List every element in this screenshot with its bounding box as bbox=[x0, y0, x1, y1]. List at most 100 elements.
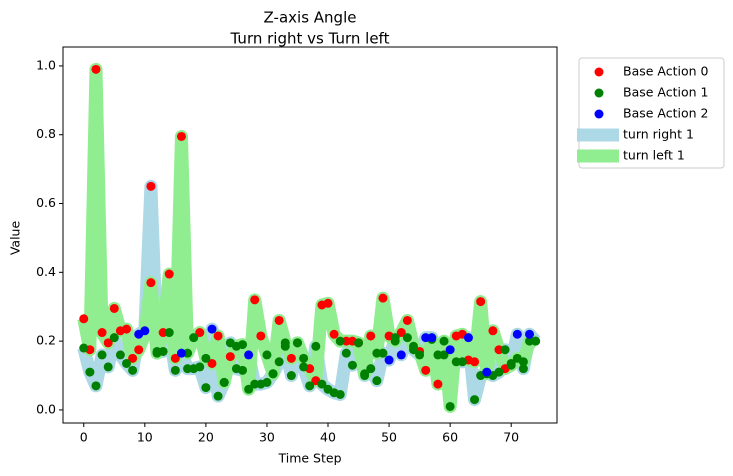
point bbox=[409, 345, 419, 355]
point bbox=[201, 383, 211, 393]
point bbox=[256, 331, 266, 341]
point bbox=[213, 331, 223, 341]
point bbox=[250, 295, 260, 305]
point bbox=[500, 345, 510, 355]
point bbox=[91, 64, 101, 74]
point bbox=[396, 350, 406, 360]
point bbox=[286, 353, 296, 363]
point bbox=[360, 371, 370, 381]
point bbox=[525, 329, 535, 339]
point bbox=[115, 350, 125, 360]
x-tick-label: 10 bbox=[137, 430, 153, 445]
point bbox=[146, 278, 156, 288]
point bbox=[531, 336, 541, 346]
y-tick-label: 0.4 bbox=[36, 264, 56, 279]
legend-marker bbox=[594, 88, 604, 98]
point bbox=[97, 328, 107, 338]
x-tick-label: 70 bbox=[503, 430, 519, 445]
y-tick-label: 0.0 bbox=[36, 401, 56, 416]
y-axis-label: Value bbox=[8, 221, 23, 256]
point bbox=[128, 365, 138, 375]
chart-subtitle: Turn right vs Turn left bbox=[230, 30, 390, 48]
point bbox=[366, 331, 376, 341]
point bbox=[238, 340, 248, 350]
x-tick-label: 40 bbox=[320, 430, 336, 445]
point bbox=[274, 315, 284, 325]
point bbox=[79, 343, 89, 353]
point bbox=[292, 338, 302, 348]
point bbox=[207, 324, 217, 334]
point bbox=[384, 355, 394, 365]
chart-title: Z-axis Angle bbox=[264, 9, 357, 27]
point bbox=[122, 358, 132, 368]
point bbox=[378, 293, 388, 303]
point bbox=[512, 329, 522, 339]
point bbox=[372, 376, 382, 386]
point bbox=[274, 357, 284, 367]
point bbox=[244, 350, 254, 360]
point bbox=[439, 336, 449, 346]
point bbox=[482, 367, 492, 377]
point bbox=[225, 338, 235, 348]
y-tick-label: 0.6 bbox=[36, 195, 56, 210]
point bbox=[433, 379, 443, 389]
point bbox=[164, 269, 174, 279]
point bbox=[457, 357, 467, 367]
point bbox=[85, 367, 95, 377]
point bbox=[225, 352, 235, 362]
point bbox=[470, 395, 480, 405]
point bbox=[299, 362, 309, 372]
point bbox=[103, 362, 113, 372]
point bbox=[280, 341, 290, 351]
point bbox=[463, 333, 473, 343]
legend-label: Base Action 0 bbox=[623, 64, 709, 79]
point bbox=[122, 324, 132, 334]
point bbox=[311, 341, 321, 351]
point bbox=[195, 362, 205, 372]
y-tick-label: 0.2 bbox=[36, 333, 56, 348]
point bbox=[415, 350, 425, 360]
point bbox=[341, 348, 351, 358]
point bbox=[470, 357, 480, 367]
point bbox=[164, 328, 174, 338]
point bbox=[286, 371, 296, 381]
point bbox=[134, 345, 144, 355]
legend-label: turn right 1 bbox=[623, 127, 694, 142]
point bbox=[128, 353, 138, 363]
point bbox=[170, 353, 180, 363]
legend-marker bbox=[594, 67, 604, 77]
legend-label: Base Action 2 bbox=[623, 106, 709, 121]
x-axis-label: Time Step bbox=[277, 451, 341, 466]
y-tick-label: 1.0 bbox=[36, 57, 56, 72]
point bbox=[109, 333, 119, 343]
point bbox=[79, 314, 89, 324]
point bbox=[445, 345, 455, 355]
point bbox=[354, 338, 364, 348]
point bbox=[335, 336, 345, 346]
plot-frame bbox=[62, 46, 558, 424]
point bbox=[299, 353, 309, 363]
point bbox=[244, 384, 254, 394]
point bbox=[170, 365, 180, 375]
point bbox=[268, 369, 278, 379]
point bbox=[488, 326, 498, 336]
point bbox=[140, 326, 150, 336]
point bbox=[329, 329, 339, 339]
point bbox=[238, 365, 248, 375]
legend-marker bbox=[594, 109, 604, 119]
point bbox=[213, 391, 223, 401]
point bbox=[158, 346, 168, 356]
point bbox=[378, 348, 388, 358]
point bbox=[421, 365, 431, 375]
point bbox=[427, 333, 437, 343]
point bbox=[518, 364, 528, 374]
point bbox=[402, 315, 412, 325]
point bbox=[323, 298, 333, 308]
point bbox=[317, 379, 327, 389]
point bbox=[402, 333, 412, 343]
point bbox=[97, 350, 107, 360]
legend-label: Base Action 1 bbox=[623, 85, 709, 100]
point bbox=[176, 131, 186, 141]
point bbox=[207, 358, 217, 368]
